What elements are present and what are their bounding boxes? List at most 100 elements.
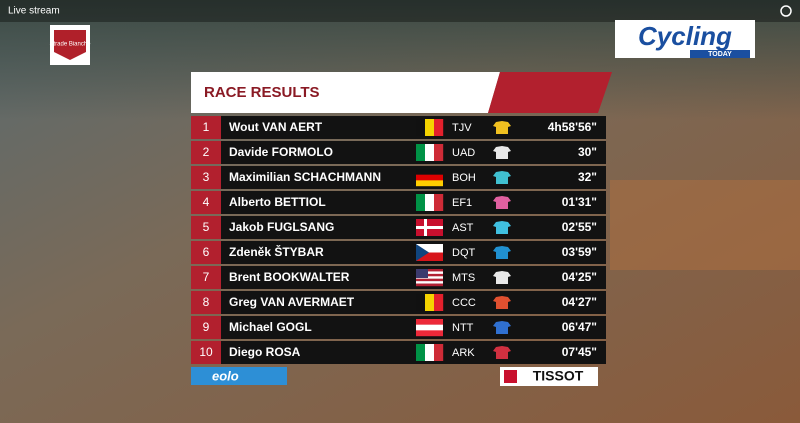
flag-stripe [416,119,426,136]
flag [416,194,444,211]
flag-stripe [416,271,443,275]
flag [416,219,443,236]
sponsor-left [191,367,287,385]
flag-stripe [434,294,444,311]
rider-name: Greg VAN AVERMAET [229,295,355,309]
rider-name: Davide FORMOLO [229,145,333,159]
flag-stripe [416,252,443,261]
flag-stripe [434,194,444,211]
flag-stripe [425,344,435,361]
position: 3 [203,170,210,184]
rider-name: Zdeněk ŠTYBAR [229,244,324,259]
flag-stripe [416,330,443,337]
team-jersey [493,171,511,184]
flag [416,144,444,161]
brand-logo-text: Cycling [638,21,732,51]
flag [416,169,443,187]
sponsor-right-cross [504,370,517,383]
team-code: MTS [452,272,475,284]
position-box [191,216,221,239]
results-title: RACE RESULTS [204,84,320,101]
results-header [191,72,500,113]
finish-time: 01'31" [562,195,597,209]
position-box [191,166,221,189]
flag-cross [416,226,443,229]
team-jersey [493,221,511,234]
flag-stripe [416,194,426,211]
position: 6 [203,245,210,259]
team-code: DQT [452,247,476,259]
flag-stripe [416,319,443,325]
flag-stripe [425,144,435,161]
team-code: BOH [452,172,476,184]
event-logo-text: Strade Bianche [49,42,91,48]
link-icon[interactable] [780,5,792,17]
flag-stripe [425,119,435,136]
position-box [191,116,221,139]
results-rows: 1 Wout VAN AERT TJV 4h58'56" 2 Davide FORMOLO… [191,116,606,364]
team-code: UAD [452,147,475,159]
team-jersey [493,296,511,309]
building [610,180,800,270]
position-box [191,241,221,264]
sponsor-right-text: TISSOT [533,368,584,384]
flag-stripe [416,174,443,181]
flag [416,244,443,261]
rider-name: Wout VAN AERT [229,120,323,134]
flag [416,344,444,361]
flag-stripe [416,281,443,284]
finish-time: 06'47" [562,320,597,334]
sponsor-right [500,367,598,386]
team-jersey [493,196,511,209]
rider-name: Maximilian SCHACHMANN [229,170,381,184]
team-jersey [493,321,511,334]
flag-stripe [416,324,443,331]
finish-time: 07'45" [562,345,597,359]
flag-stripe [416,278,443,282]
position: 10 [199,345,213,359]
finish-time: 04'25" [562,270,597,284]
rider-name: Alberto BETTIOL [229,195,326,209]
brand-logo-sub: TODAY [708,51,732,58]
team-jersey [493,146,511,159]
position: 8 [203,295,210,309]
flag-canton [416,269,428,278]
top-bar [0,0,800,22]
team-code: TJV [452,122,472,134]
position-box [191,191,221,214]
finish-time: 30" [578,145,597,159]
flag-stripe [416,169,443,175]
flag [416,294,444,311]
flag-stripe [416,180,443,187]
finish-time: 4h58'56" [548,120,597,134]
position: 2 [203,145,210,159]
rider-name: Michael GOGL [229,320,312,334]
position-box [191,141,221,164]
flag-stripe [425,194,435,211]
position-box [191,341,221,364]
stream-label: Live stream [8,6,60,17]
rider-name: Jakob FUGLSANG [229,220,334,234]
team-code: NTT [452,322,474,334]
flag-stripe [416,244,443,253]
rider-name: Diego ROSA [229,345,301,359]
results-header-accent [488,72,612,113]
flag-stripe [434,119,444,136]
brand-sub-band [690,50,750,58]
flag-triangle [416,244,429,261]
flag-stripe [416,276,443,279]
position: 5 [203,220,210,234]
finish-time: 03'59" [562,245,597,259]
flag-stripe [416,344,426,361]
flag-stripe [416,283,443,287]
team-jersey [493,346,511,359]
position-box [191,316,221,339]
team-code: EF1 [452,197,472,209]
flag-stripe [425,294,435,311]
position-box [191,266,221,289]
flag-stripe [416,144,426,161]
team-code: CCC [452,297,476,309]
team-jersey [493,121,511,134]
